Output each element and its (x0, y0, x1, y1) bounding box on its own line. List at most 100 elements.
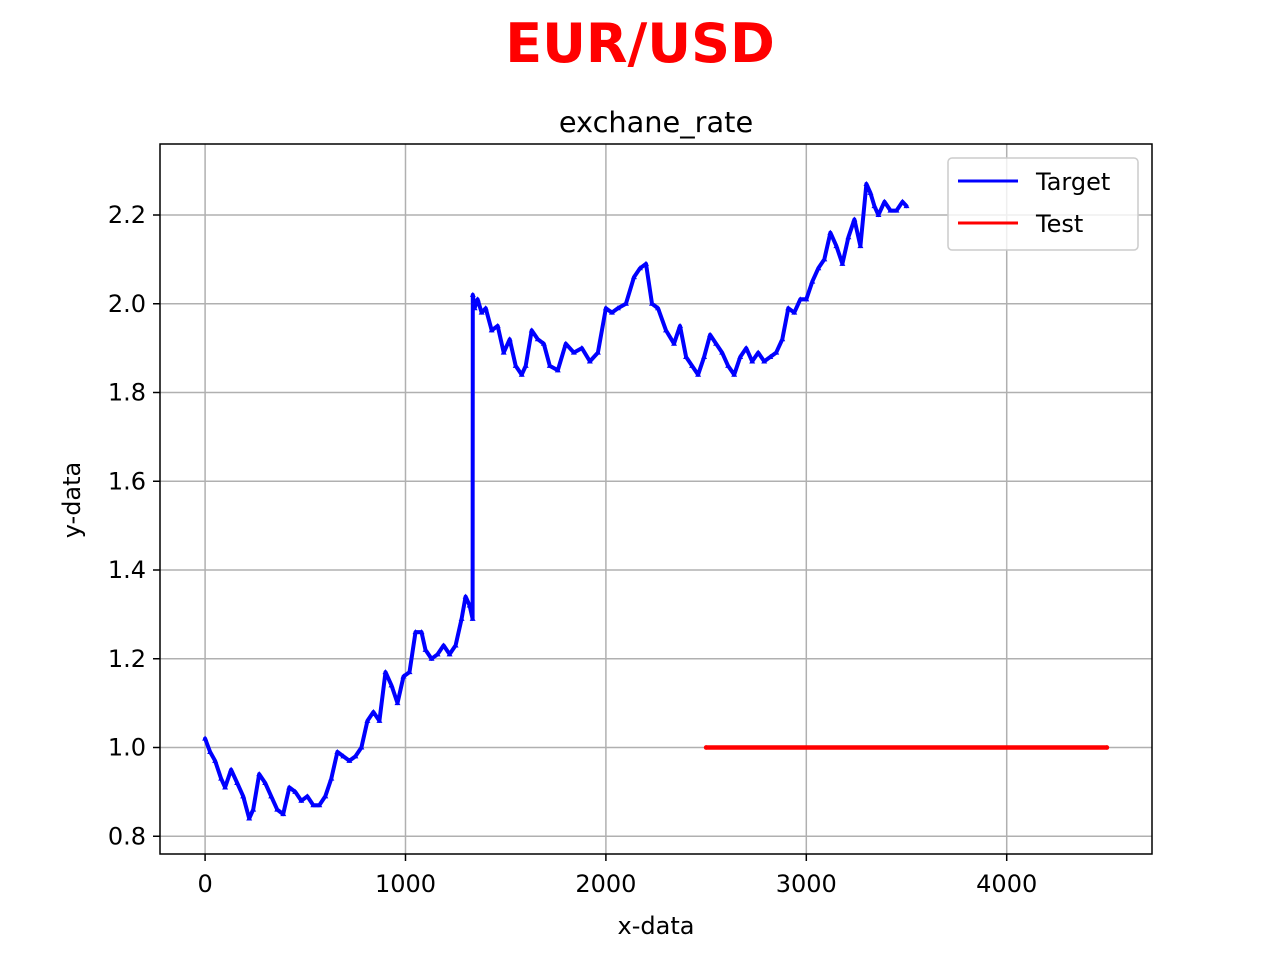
data-point-target (863, 180, 870, 186)
data-point-target (791, 309, 798, 315)
data-point-target (815, 265, 822, 271)
data-point-target (695, 371, 702, 377)
data-point-target (280, 811, 287, 817)
data-point-target (500, 349, 507, 355)
legend: Target Test (947, 157, 1139, 251)
data-point-target (482, 305, 489, 311)
data-point-target (528, 327, 535, 333)
data-point-target (246, 815, 253, 821)
data-point-target (382, 669, 389, 675)
y-tick-label: 1.4 (108, 556, 146, 584)
data-point-target (466, 602, 473, 608)
data-point-target (250, 806, 257, 812)
data-point-target (212, 757, 219, 763)
data-point-target (707, 331, 714, 337)
data-point-target (522, 362, 529, 368)
data-point-target (648, 300, 655, 306)
data-point-target (488, 327, 495, 333)
data-point-target (857, 243, 864, 249)
data-point-target (394, 700, 401, 706)
data-point-target (809, 278, 816, 284)
data-point-target (737, 354, 744, 359)
data-point-target (851, 216, 858, 222)
data-point-target (630, 274, 637, 280)
data-point-target (689, 362, 696, 368)
plot-frame (159, 143, 1153, 855)
data-point-target (833, 243, 840, 249)
legend-label-test: Test (1035, 210, 1083, 238)
data-point-target (731, 371, 738, 377)
data-point-target (534, 336, 541, 342)
data-point-test (703, 745, 709, 750)
data-point-target (310, 802, 317, 808)
y-tick-label: 1.2 (108, 645, 146, 673)
data-point-target (867, 189, 874, 195)
data-point-target (412, 629, 419, 635)
data-point-target (893, 207, 900, 213)
tick-layer: 0 1000 2000 3000 4000 0.8 1.0 1.2 1.4 1.6 1.8 2.0 2.… (108, 201, 1037, 898)
data-point-target (358, 744, 365, 750)
data-point-target (586, 358, 593, 364)
data-point-target (388, 682, 395, 688)
data-point-target (340, 753, 347, 759)
y-tick-label: 0.8 (108, 822, 146, 850)
data-point-target (202, 735, 209, 741)
data-point-target (614, 305, 621, 311)
x-tick-label: 4000 (976, 870, 1037, 898)
data-point-target (228, 766, 235, 772)
data-point-target (334, 748, 341, 754)
data-point-target (462, 593, 469, 599)
data-point-target (554, 367, 561, 373)
data-point-target (494, 322, 501, 328)
data-point-target (677, 322, 684, 328)
data-point-target (240, 793, 247, 799)
data-point-target (286, 784, 293, 790)
data-point-target (875, 212, 882, 217)
plot-title: exchane_rate (559, 105, 753, 139)
data-point-target (406, 669, 413, 675)
x-tick-label: 1000 (375, 870, 436, 898)
data-point-target (755, 349, 762, 355)
data-point-target (434, 651, 441, 657)
data-point-test (1104, 745, 1110, 750)
data-point-target (364, 717, 371, 723)
x-tick-label: 3000 (776, 870, 837, 898)
data-point-target (671, 340, 678, 346)
data-point-target (256, 771, 263, 777)
data-point-target (570, 349, 577, 355)
data-point-target (328, 775, 335, 781)
x-tick-label: 0 (197, 870, 212, 898)
data-point-target (234, 780, 241, 785)
data-point-target (767, 354, 774, 359)
data-point-target (701, 354, 708, 359)
data-point-target (578, 345, 585, 351)
data-point-target (821, 256, 828, 262)
data-point-target (370, 709, 377, 714)
data-point-target (779, 336, 786, 342)
y-tick-label: 1.6 (108, 467, 146, 495)
data-point-target (594, 349, 601, 355)
data-point-target (474, 296, 481, 302)
data-point-target (749, 358, 756, 364)
series-line-target (203, 181, 909, 821)
data-point-target (446, 651, 453, 657)
data-point-target (298, 797, 305, 803)
data-point-target (546, 362, 553, 368)
y-axis-title: y-data (58, 462, 86, 539)
data-point-target (428, 655, 435, 661)
data-point-target (887, 207, 894, 213)
data-point-target (845, 234, 852, 240)
data-point-target (512, 362, 519, 368)
data-point-target (761, 358, 768, 364)
data-point-target (274, 806, 281, 812)
data-point-target (262, 780, 269, 785)
data-point-target (608, 309, 615, 315)
data-point-target (207, 748, 214, 754)
data-point-target (478, 309, 485, 315)
data-point-target (268, 793, 275, 799)
data-point-target (316, 802, 323, 808)
data-point-target (899, 198, 906, 204)
legend-label-target: Target (1035, 168, 1110, 196)
data-point-target (222, 784, 229, 790)
